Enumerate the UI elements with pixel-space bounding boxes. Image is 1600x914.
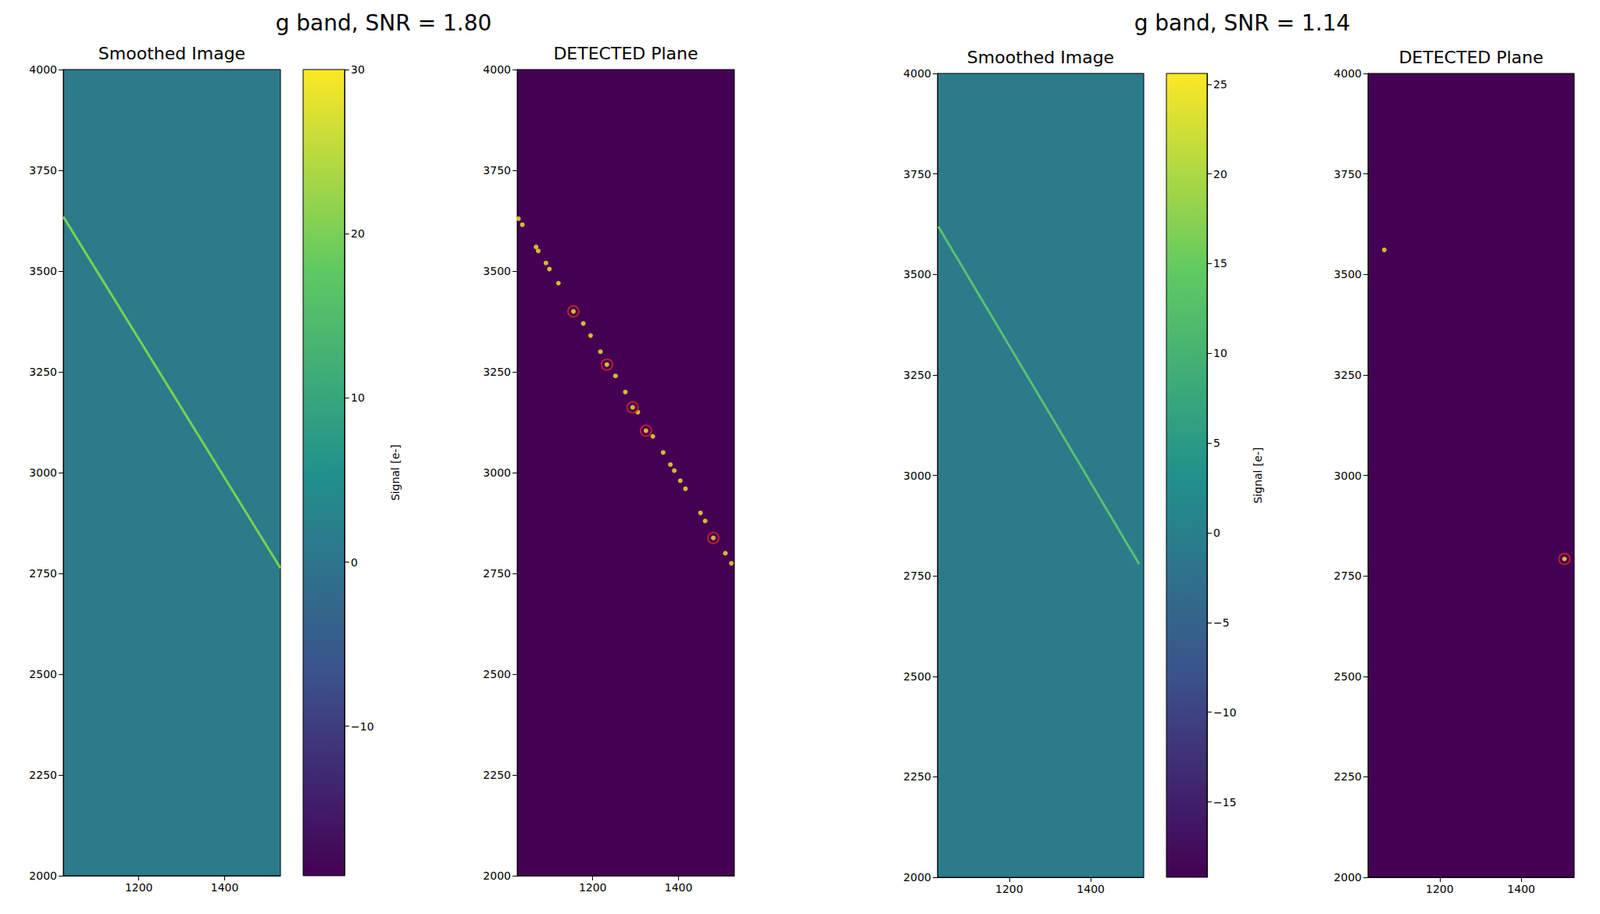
svg-text:−15: −15 [1213, 796, 1237, 809]
svg-text:1200: 1200 [995, 882, 1024, 896]
svg-text:1400: 1400 [1507, 882, 1536, 896]
svg-text:Smoothed Image: Smoothed Image [98, 43, 246, 64]
svg-text:1400: 1400 [210, 881, 240, 894]
svg-text:3250: 3250 [1333, 368, 1362, 382]
svg-text:2000: 2000 [1333, 871, 1362, 884]
svg-text:10: 10 [1213, 346, 1228, 360]
svg-text:4000: 4000 [903, 67, 932, 80]
svg-text:2750: 2750 [28, 567, 58, 580]
svg-text:2250: 2250 [1333, 770, 1362, 783]
svg-text:Signal [e-]: Signal [e-] [389, 444, 402, 501]
svg-text:3000: 3000 [482, 466, 511, 479]
svg-text:3500: 3500 [1333, 267, 1362, 281]
svg-text:2500: 2500 [1333, 670, 1362, 683]
svg-text:3000: 3000 [1333, 469, 1362, 483]
svg-text:25: 25 [1213, 78, 1228, 91]
svg-text:g band, SNR = 1.80: g band, SNR = 1.80 [275, 10, 493, 36]
svg-text:1200: 1200 [125, 881, 154, 894]
svg-text:3000: 3000 [28, 466, 58, 479]
svg-text:3250: 3250 [482, 365, 511, 379]
svg-text:10: 10 [350, 391, 365, 404]
svg-text:15: 15 [1213, 257, 1228, 270]
svg-text:2500: 2500 [28, 667, 58, 681]
svg-text:2750: 2750 [903, 569, 932, 583]
svg-text:2250: 2250 [28, 768, 58, 782]
svg-text:2500: 2500 [903, 670, 932, 683]
svg-text:−5: −5 [1213, 616, 1230, 629]
svg-text:Signal [e-]: Signal [e-] [1251, 446, 1265, 504]
svg-text:2750: 2750 [1333, 569, 1362, 583]
svg-text:3000: 3000 [903, 469, 932, 483]
svg-text:1200: 1200 [578, 881, 608, 894]
svg-text:3750: 3750 [482, 164, 511, 177]
svg-text:5: 5 [1213, 436, 1221, 450]
svg-text:2500: 2500 [482, 667, 511, 681]
svg-text:DETECTED Plane: DETECTED Plane [553, 43, 698, 64]
svg-text:2250: 2250 [903, 770, 932, 783]
svg-text:20: 20 [1213, 167, 1228, 181]
svg-text:1200: 1200 [1425, 882, 1454, 896]
svg-text:3250: 3250 [28, 365, 58, 379]
svg-text:2750: 2750 [482, 567, 511, 580]
svg-text:2000: 2000 [482, 869, 511, 883]
svg-text:3750: 3750 [1333, 167, 1362, 181]
svg-text:g band, SNR = 1.14: g band, SNR = 1.14 [1134, 10, 1351, 36]
svg-text:4000: 4000 [1333, 67, 1362, 80]
svg-text:3500: 3500 [28, 264, 58, 278]
svg-text:3500: 3500 [903, 267, 932, 281]
svg-text:0: 0 [1213, 526, 1221, 540]
svg-text:DETECTED Plane: DETECTED Plane [1398, 47, 1543, 68]
svg-text:2000: 2000 [903, 871, 932, 884]
svg-text:1400: 1400 [664, 881, 693, 894]
svg-text:4000: 4000 [482, 63, 511, 76]
svg-text:3750: 3750 [903, 167, 932, 181]
svg-text:−10: −10 [350, 720, 375, 733]
svg-text:0: 0 [350, 556, 358, 569]
svg-text:3500: 3500 [482, 264, 511, 278]
svg-text:3750: 3750 [28, 164, 58, 177]
svg-text:20: 20 [350, 227, 365, 240]
svg-text:−10: −10 [1213, 706, 1237, 719]
svg-text:Smoothed Image: Smoothed Image [967, 47, 1115, 68]
svg-text:30: 30 [350, 63, 365, 76]
svg-text:1400: 1400 [1076, 882, 1105, 896]
svg-text:2000: 2000 [28, 869, 58, 883]
svg-text:4000: 4000 [28, 63, 58, 76]
svg-text:2250: 2250 [482, 768, 511, 782]
svg-text:3250: 3250 [903, 368, 932, 382]
